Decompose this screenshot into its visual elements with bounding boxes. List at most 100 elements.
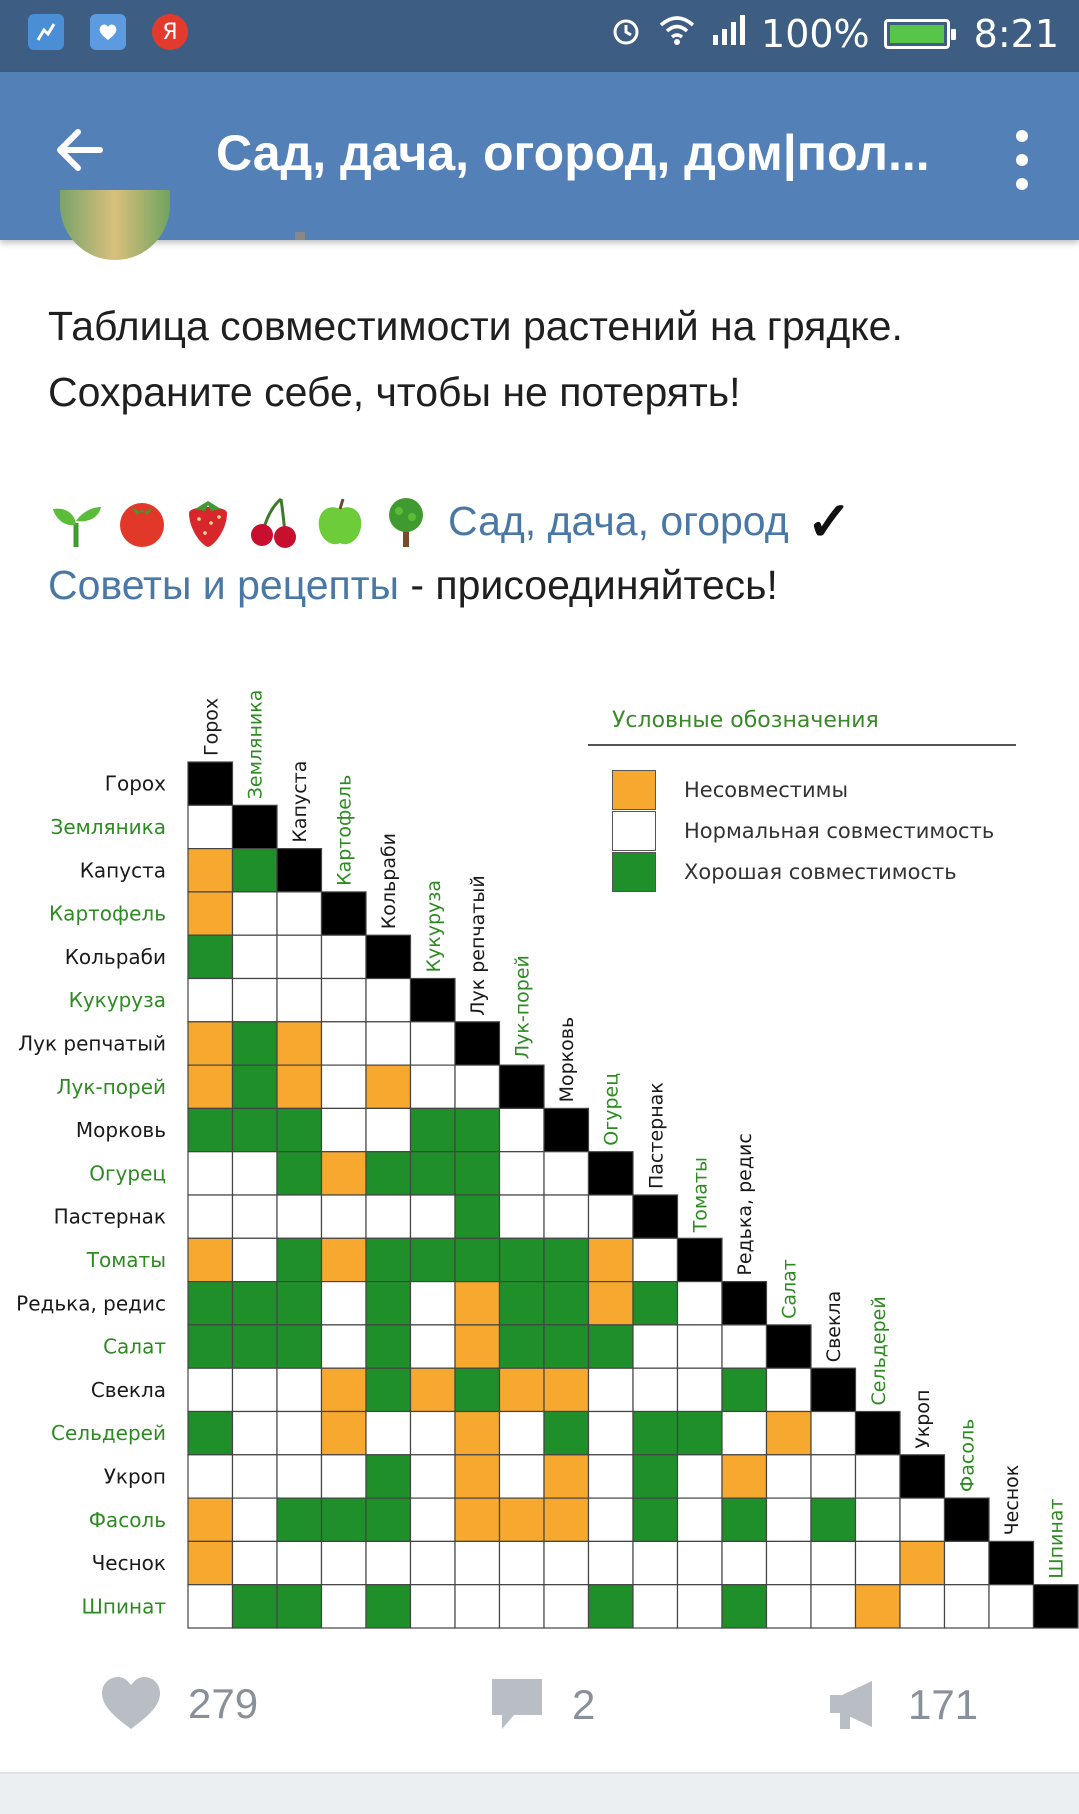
matrix-cell [632, 1280, 679, 1326]
tomato-icon [114, 494, 170, 550]
green-apple-icon [312, 494, 368, 550]
matrix-cell [320, 1584, 367, 1629]
matrix-cell [409, 1194, 456, 1239]
matrix-cell [632, 1410, 679, 1456]
matrix-cell [721, 1540, 768, 1586]
matrix-cell [276, 1021, 323, 1066]
post-text: Таблица совместимости растений на грядке… [48, 293, 1048, 425]
column-label: Шпинат [1046, 1498, 1068, 1578]
row-label: Лук репчатый [18, 1031, 166, 1055]
matrix-cell [810, 1540, 857, 1586]
matrix-cell [543, 1454, 590, 1499]
matrix-cell [231, 1107, 278, 1153]
like-button[interactable]: 279 [100, 1677, 258, 1731]
comment-count: 2 [572, 1681, 596, 1728]
legend-label-normal: Нормальная совместимость [684, 819, 995, 843]
matrix-cell [587, 1280, 634, 1326]
matrix-cell [276, 1454, 323, 1499]
matrix-cell [454, 1410, 501, 1456]
matrix-cell [231, 1367, 278, 1413]
matrix-cell [320, 1064, 367, 1110]
column-label: Огурец [601, 1073, 623, 1146]
matrix-cell [498, 1194, 545, 1239]
matrix-cell [320, 1367, 367, 1413]
join-text: - присоединяйтесь! [398, 562, 778, 608]
matrix-cell [276, 1584, 323, 1629]
matrix-cell [231, 1237, 278, 1283]
matrix-cell [498, 1410, 545, 1456]
community-line: Сад, дача, огород ✓ [48, 490, 852, 553]
matrix-cell [276, 1064, 323, 1110]
matrix-cell [365, 1454, 412, 1499]
matrix-cell [498, 1540, 545, 1586]
row-label: Лук-порей [57, 1075, 166, 1099]
page-title: Сад, дача, огород, дом|пол... [216, 125, 930, 181]
matrix-cell [276, 977, 323, 1023]
matrix-cell-diagonal [899, 1454, 946, 1499]
legend-swatch-normal [612, 811, 656, 851]
matrix-cell [231, 1064, 278, 1110]
row-label: Салат [103, 1335, 166, 1359]
matrix-cell [187, 1410, 234, 1456]
matrix-cell-diagonal [988, 1540, 1035, 1586]
matrix-cell [498, 1151, 545, 1196]
column-label: Кольраби [378, 833, 400, 929]
row-label: Укроп [104, 1464, 166, 1488]
matrix-cell [231, 891, 278, 936]
matrix-cell [498, 1107, 545, 1153]
matrix-cell [409, 1410, 456, 1456]
tips-link[interactable]: Советы и рецепты [48, 562, 399, 608]
row-label: Кукуруза [69, 988, 166, 1012]
more-options-icon[interactable] [1013, 130, 1031, 190]
matrix-cell [231, 1497, 278, 1542]
matrix-cell [365, 1280, 412, 1326]
matrix-cell-diagonal [276, 848, 323, 893]
battery-percent: 100% [761, 12, 870, 56]
column-label: Чеснок [1001, 1465, 1023, 1536]
compatibility-chart[interactable]: Горох Земляника Капуста Картофель Кольраби Ку… [0, 650, 1079, 1630]
row-label: Картофель [49, 902, 166, 926]
matrix-cell [988, 1584, 1035, 1629]
row-label: Кольраби [65, 945, 166, 969]
column-label: Капуста [289, 761, 311, 843]
matrix-cell [187, 1324, 234, 1369]
matrix-cell [498, 1497, 545, 1542]
column-label: Свекла [823, 1291, 845, 1362]
matrix-cell [454, 1497, 501, 1542]
matrix-cell [409, 1540, 456, 1586]
community-avatar[interactable] [60, 190, 170, 260]
matrix-cell [365, 1367, 412, 1413]
legend-divider [588, 744, 1016, 746]
matrix-cell [498, 1280, 545, 1326]
comment-icon [492, 1679, 542, 1729]
matrix-cell-diagonal [810, 1367, 857, 1413]
matrix-cell [320, 1497, 367, 1542]
matrix-cell [365, 1151, 412, 1196]
yandex-app-icon: Я [152, 14, 188, 50]
matrix-cell [409, 1584, 456, 1629]
matrix-cell [276, 1324, 323, 1369]
repost-button[interactable]: 171 [826, 1677, 978, 1733]
matrix-cell [854, 1497, 901, 1542]
matrix-cell [231, 1021, 278, 1066]
matrix-cell [854, 1584, 901, 1629]
matrix-cell [632, 1237, 679, 1283]
column-label: Кукуруза [423, 880, 445, 973]
matrix-cell [587, 1540, 634, 1586]
matrix-cell [231, 1454, 278, 1499]
matrix-cell [231, 1324, 278, 1369]
column-label: Земляника [245, 690, 267, 800]
matrix-cell [543, 1280, 590, 1326]
matrix-cell [187, 891, 234, 936]
comment-button[interactable]: 2 [488, 1677, 595, 1733]
matrix-cell [676, 1324, 723, 1369]
tips-line: Советы и рецепты - присоединяйтесь! [48, 562, 778, 609]
matrix-cell-diagonal [854, 1410, 901, 1456]
matrix-cell [587, 1194, 634, 1239]
community-link[interactable]: Сад, дача, огород [448, 498, 789, 544]
back-arrow-icon[interactable] [50, 120, 120, 190]
matrix-cell [320, 1151, 367, 1196]
matrix-cell [320, 934, 367, 980]
heart-icon [102, 1677, 160, 1729]
matrix-cell [231, 1151, 278, 1196]
